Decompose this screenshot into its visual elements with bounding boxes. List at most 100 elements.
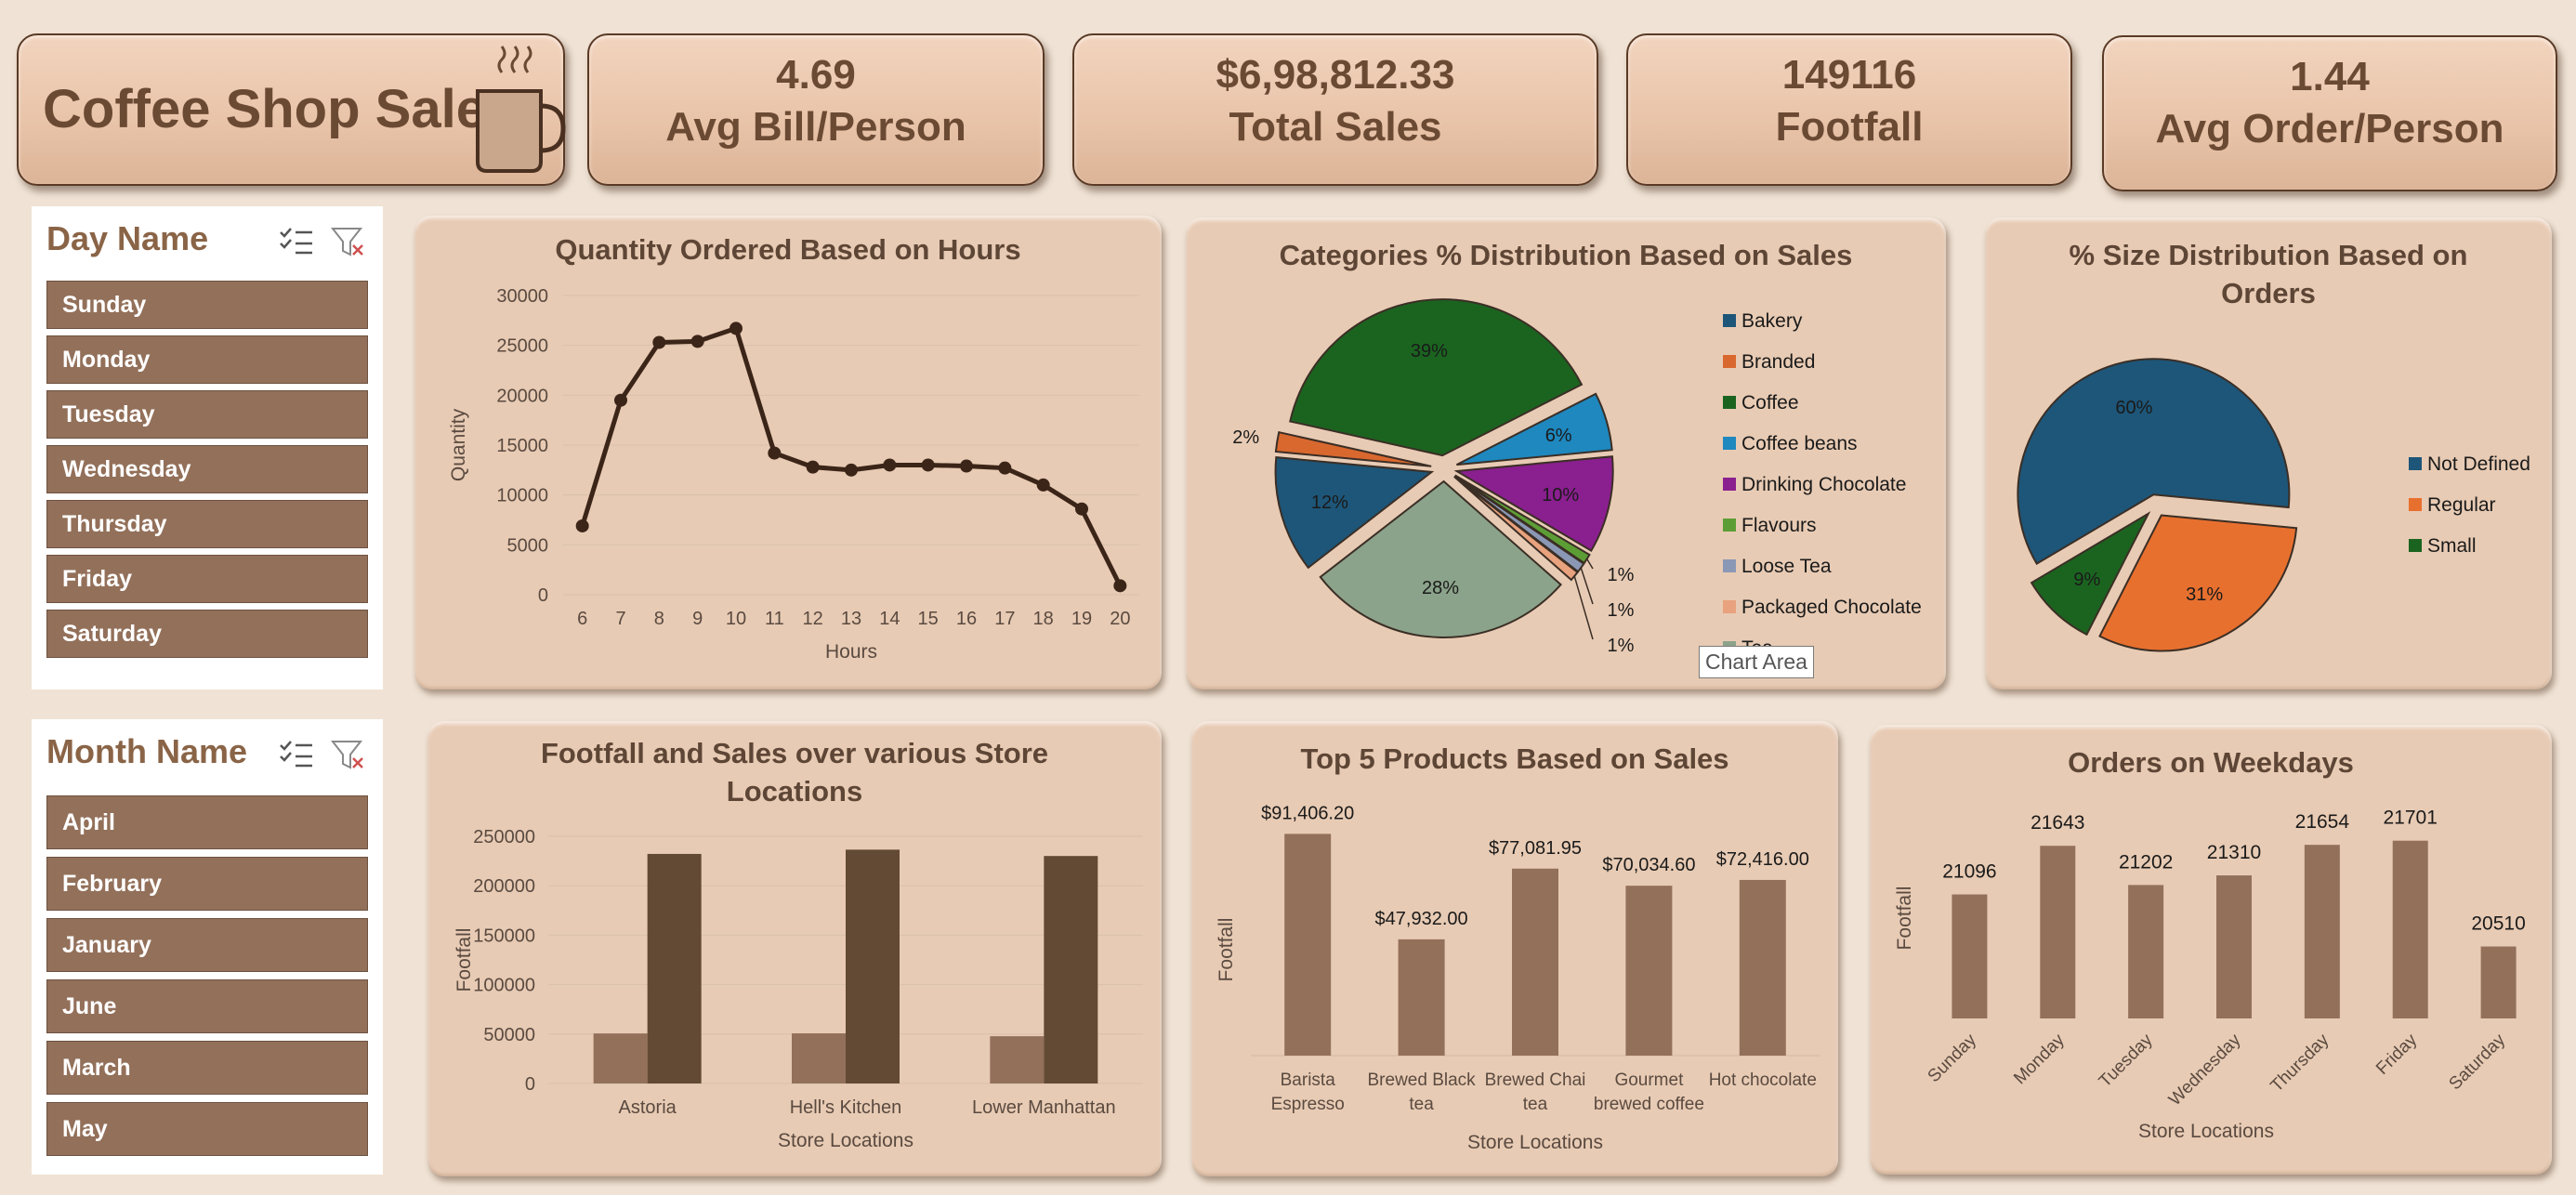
kpi-value: $6,98,812.33	[1216, 52, 1455, 98]
page-title: Coffee Shop Sales	[43, 79, 517, 139]
legend-swatch	[1723, 396, 1736, 409]
locations-chart-svg: 0 50000 100000 150000 200000 250000 Astoria Hel…	[453, 827, 1143, 1151]
x-tick-label: Monday	[2010, 1030, 2069, 1088]
leader-line	[1573, 575, 1594, 640]
slicer-item-february[interactable]: February	[46, 857, 368, 911]
data-point	[845, 463, 858, 477]
y-tick-label: 0	[538, 585, 548, 606]
y-axis-label: Footfall	[1216, 918, 1237, 982]
bar	[593, 1033, 648, 1083]
chart-title: Orders on Weekdays	[2068, 746, 2354, 779]
slicer-item-wednesday[interactable]: Wednesday	[46, 445, 368, 493]
month-name-slicer[interactable]: Month Name April February January June M…	[32, 719, 383, 1175]
locations-bar-chart[interactable]: Footfall and Sales over various Store Lo…	[427, 721, 1162, 1176]
day-name-slicer[interactable]: Day Name Sunday Monday Tuesday Wednesday…	[32, 206, 383, 689]
legend-label: Bakery	[1741, 310, 1803, 332]
data-label: 21310	[2207, 842, 2261, 863]
series-line	[580, 325, 1123, 587]
kpi-label: Avg Bill/Person	[665, 104, 966, 150]
products-bar-chart[interactable]: Top 5 Products Based on Sales $91,406.20…	[1191, 721, 1838, 1176]
slicer-item-sunday[interactable]: Sunday	[46, 281, 368, 329]
kpi-avg-order-card: 1.44 Avg Order/Person	[2102, 35, 2557, 191]
slicer-item-tuesday[interactable]: Tuesday	[46, 390, 368, 439]
x-tick-label: Friday	[2372, 1030, 2422, 1079]
weekdays-bar-chart[interactable]: Orders on Weekdays 21096 Sunday 21643 Monda…	[1870, 725, 2552, 1175]
legend-label: Regular	[2427, 494, 2496, 516]
data-label: 39%	[1411, 341, 1448, 361]
data-point	[690, 335, 704, 348]
data-point	[921, 458, 935, 472]
bar	[2040, 846, 2076, 1018]
slicer-item-thursday[interactable]: Thursday	[46, 500, 368, 548]
data-point	[652, 335, 666, 349]
data-point	[960, 459, 973, 473]
legend-label: Not Defined	[2427, 453, 2530, 475]
size-pie-chart[interactable]: % Size Distribution Based on Orders 31% 9…	[1985, 217, 2552, 689]
hours-chart-svg: 0 5000 10000 15000 20000 25000 30000 6 7 8 9 10 11 12…	[448, 286, 1139, 663]
y-axis-label: Footfall	[1894, 886, 1915, 951]
data-label: $70,034.60	[1602, 855, 1695, 875]
y-tick-label: 30000	[496, 286, 548, 307]
pie-slice	[2030, 511, 2151, 637]
slicer-title: Month Name	[46, 732, 247, 770]
y-tick-label: 50000	[483, 1025, 535, 1045]
data-label: 1%	[1608, 565, 1635, 585]
bar	[2392, 840, 2428, 1018]
slicer-item-friday[interactable]: Friday	[46, 555, 368, 603]
bar	[846, 849, 900, 1083]
bar	[1044, 856, 1098, 1083]
categories-pie-chart[interactable]: Categories % Distribution Based on Sales…	[1186, 217, 1946, 689]
slicer-item-january[interactable]: January	[46, 918, 368, 972]
data-point	[768, 446, 782, 460]
clear-filter-icon[interactable]	[330, 223, 368, 260]
bar	[1952, 894, 1988, 1018]
data-label: $91,406.20	[1261, 803, 1354, 823]
legend-label: Branded	[1741, 351, 1815, 373]
legend-label: Loose Tea	[1741, 556, 1832, 577]
data-point	[1036, 478, 1050, 492]
multi-select-icon[interactable]	[279, 736, 316, 773]
x-axis-label: Hours	[825, 641, 877, 663]
x-tick-label: Gourmet	[1614, 1070, 1684, 1090]
bar	[2128, 885, 2164, 1018]
pie-slice	[1453, 476, 1579, 582]
chart-title: Top 5 Products Based on Sales	[1300, 742, 1729, 775]
data-point	[883, 458, 897, 472]
slicer-item-march[interactable]: March	[46, 1041, 368, 1095]
x-tick-label: Sunday	[1925, 1030, 1981, 1086]
data-label: 1%	[1608, 636, 1635, 656]
x-tick-label: 12	[803, 609, 823, 629]
y-tick-label: 5000	[507, 535, 549, 556]
slicer-item-saturday[interactable]: Saturday	[46, 610, 368, 658]
dashboard-title-card: Coffee Shop Sales	[17, 33, 566, 186]
hours-line-chart[interactable]: Quantity Ordered Based on Hours 0 5000 100…	[414, 216, 1162, 689]
y-tick-label: 15000	[496, 436, 548, 456]
coffee-cup-icon	[476, 46, 566, 173]
data-point	[729, 322, 743, 335]
slicer-item-april[interactable]: April	[46, 795, 368, 849]
leader-line	[1580, 567, 1594, 605]
slicer-item-may[interactable]: May	[46, 1102, 368, 1156]
x-tick-label: Tuesday	[2096, 1030, 2157, 1091]
x-axis-label: Store Locations	[2138, 1121, 2274, 1142]
kpi-footfall-card: 149116 Footfall	[1626, 33, 2072, 186]
legend-swatch	[2409, 457, 2422, 470]
legend-label: Drinking Chocolate	[1741, 474, 1906, 495]
clear-filter-icon[interactable]	[330, 736, 368, 773]
slicer-item-monday[interactable]: Monday	[46, 335, 368, 384]
y-tick-label: 100000	[473, 976, 535, 996]
legend-label: Small	[2427, 535, 2477, 557]
data-label: 21643	[2031, 812, 2084, 834]
data-label: 21701	[2384, 808, 2438, 829]
data-label: $72,416.00	[1716, 849, 1809, 870]
data-label: 1%	[1608, 600, 1635, 621]
slicer-item-june[interactable]: June	[46, 979, 368, 1033]
pie-slice	[2017, 358, 2291, 565]
bar	[1284, 834, 1332, 1056]
multi-select-icon[interactable]	[279, 223, 316, 260]
legend-label: Packaged Chocolate	[1741, 597, 1922, 618]
x-tick-label: Thursday	[2267, 1030, 2333, 1096]
x-axis-label: Store Locations	[1467, 1132, 1603, 1153]
y-axis-label: Quantity	[448, 408, 469, 481]
data-point	[998, 461, 1012, 475]
